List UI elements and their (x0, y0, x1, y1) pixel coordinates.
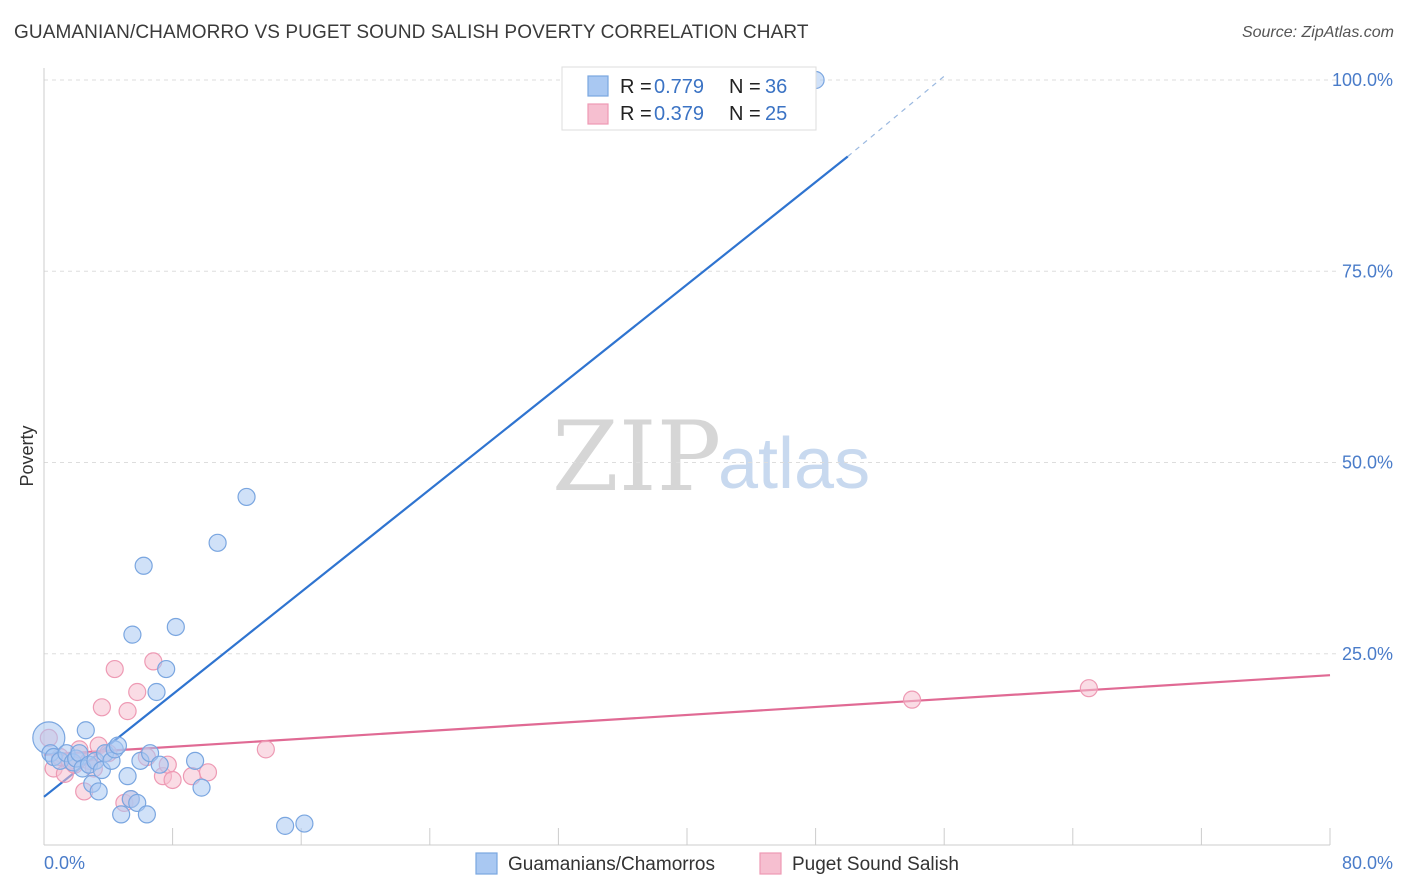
tick-layer: 0.0% 80.0% 25.0% 50.0% 75.0% 100.0% (44, 70, 1393, 873)
y-tick-label-2: 75.0% (1342, 261, 1393, 281)
legend-top: R = 0.779 N = 36 R = 0.379 N = 25 (561, 66, 817, 131)
point-puget-sound-salish-27 (1079, 679, 1098, 698)
legend-n-value-pink: 25 (765, 103, 787, 125)
points-layer (32, 70, 1098, 835)
chart-source: Source: ZipAtlas.com (1241, 24, 1394, 41)
trend-line-guamanians-extension (847, 75, 945, 157)
point-guamanians-18 (108, 736, 128, 755)
y-axis-label: Poverty (17, 425, 37, 486)
legend-r-label-blue: R = (620, 76, 652, 98)
chart-title: GUAMANIAN/CHAMORRO VS PUGET SOUND SALISH… (14, 22, 809, 43)
point-guamanians-33 (192, 778, 211, 797)
point-guamanians-24 (137, 805, 156, 824)
point-guamanians-36 (276, 816, 295, 835)
point-guamanians-34 (208, 533, 227, 552)
trend-line-guamanians (43, 155, 849, 798)
point-puget-sound-salish-11 (92, 698, 111, 717)
legend-n-label-blue: N = (729, 76, 761, 98)
point-puget-sound-salish-17 (128, 682, 147, 702)
point-guamanians-31 (166, 617, 185, 637)
point-guamanians-32 (186, 751, 205, 770)
bottom-legend-swatch-blue (475, 852, 498, 875)
point-puget-sound-salish-26 (902, 690, 922, 709)
legend-r-value-blue: 0.779 (654, 76, 704, 98)
y-tick-label-1: 50.0% (1342, 453, 1393, 473)
bottom-legend-label-blue: Guamanians/Chamorros (508, 854, 715, 875)
point-guamanians-30 (147, 682, 166, 702)
point-guamanians-19 (112, 805, 131, 824)
point-guamanians-29 (157, 659, 176, 679)
legend-n-label-pink: N = (729, 103, 761, 125)
point-puget-sound-salish-13 (105, 659, 124, 679)
legend-r-label-pink: R = (620, 103, 652, 125)
legend-swatch-blue (587, 75, 609, 97)
legend-n-value-blue: 36 (765, 76, 787, 98)
y-tick-label-0: 25.0% (1342, 644, 1393, 664)
trend-layer (43, 75, 1331, 798)
point-guamanians-13 (89, 782, 108, 801)
point-guamanians-26 (134, 556, 153, 575)
y-tick-label-3: 100.0% (1332, 70, 1393, 90)
x-tick-label-min: 0.0% (44, 853, 85, 873)
point-guamanians-20 (118, 767, 137, 786)
trend-line-puget-sound-salish (43, 674, 1331, 756)
watermark-zip: ZIP (552, 401, 721, 513)
legend-swatch-pink (587, 103, 609, 125)
point-puget-sound-salish-22 (163, 770, 182, 790)
point-guamanians-37 (295, 814, 314, 833)
grid-layer (43, 68, 1338, 846)
point-puget-sound-salish-24 (198, 763, 218, 782)
legend-r-value-pink: 0.379 (654, 103, 704, 125)
point-guamanians-25 (123, 625, 142, 644)
watermark: ZIP atlas (552, 401, 870, 513)
legend-bottom: Guamanians/Chamorros Puget Sound Salish (475, 852, 959, 875)
x-tick-label-max: 80.0% (1342, 853, 1393, 873)
point-puget-sound-salish-25 (256, 740, 275, 759)
bottom-legend-swatch-pink (759, 852, 782, 875)
point-guamanians-35 (237, 487, 256, 507)
point-guamanians-28 (150, 755, 169, 774)
point-guamanians-9 (76, 721, 95, 740)
bottom-legend-label-pink: Puget Sound Salish (792, 854, 959, 875)
watermark-atlas: atlas (718, 424, 870, 504)
point-puget-sound-salish-15 (118, 702, 137, 721)
